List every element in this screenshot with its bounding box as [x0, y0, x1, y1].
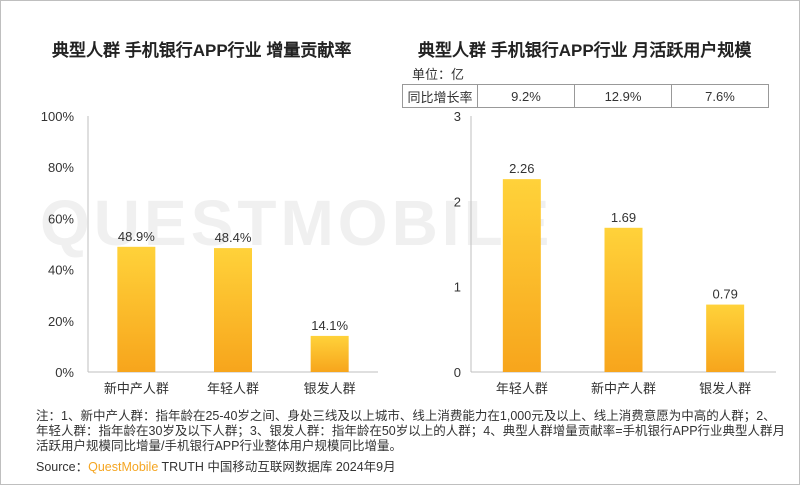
- chart1-y-tick-label: 100%: [41, 109, 75, 124]
- chart1-y-tick-label: 20%: [48, 314, 74, 329]
- chart2-title: 典型人群 手机银行APP行业 月活跃用户规模: [418, 41, 752, 60]
- source-brand: QuestMobile: [88, 460, 159, 474]
- growth-rate-header: 同比增长率: [402, 84, 478, 108]
- chart2-data-label: 2.26: [509, 161, 534, 176]
- chart1-y-tick-label: 80%: [48, 160, 74, 175]
- chart2-category-label: 年轻人群: [496, 381, 548, 396]
- chart1-data-label: 14.1%: [311, 318, 348, 333]
- chart2-y-tick-label: 2: [454, 194, 461, 209]
- growth-rate-silver: 7.6%: [671, 84, 769, 108]
- chart1-category-label: 年轻人群: [207, 381, 259, 396]
- chart2-bar: [502, 179, 541, 372]
- chart2-category-label: 银发人群: [699, 381, 751, 396]
- footnote: 注：1、新中产人群：指年龄在25-40岁之间、身处三线及以上城市、线上消费能力在…: [36, 409, 786, 453]
- source-rest: TRUTH 中国移动互联网数据库 2024年9月: [158, 460, 396, 474]
- chart2-y-tick-label: 0: [454, 365, 461, 380]
- chart2-data-label: 1.69: [611, 210, 636, 225]
- chart2-y-tick-label: 1: [454, 280, 461, 295]
- chart2-bar: [706, 304, 745, 372]
- growth-rate-table: 同比增长率 9.2% 12.9% 7.6%: [402, 84, 769, 108]
- growth-rate-middle-class: 12.9%: [574, 84, 672, 108]
- chart1-bar: [214, 248, 252, 372]
- chart1-y-tick-label: 60%: [48, 211, 74, 226]
- chart1-title: 典型人群 手机银行APP行业 增量贡献率: [52, 41, 352, 60]
- chart1-y-tick-label: 40%: [48, 263, 74, 278]
- chart2-category-label: 新中产人群: [591, 381, 656, 396]
- chart1-y-tick-label: 0%: [55, 365, 74, 380]
- chart2-y-tick-label: 3: [454, 109, 461, 124]
- chart2-bar: [604, 227, 643, 372]
- chart1-category-label: 银发人群: [304, 381, 356, 396]
- chart1-data-label: 48.4%: [215, 230, 252, 245]
- growth-rate-young: 9.2%: [477, 84, 575, 108]
- chart1-data-label: 48.9%: [118, 229, 155, 244]
- source-line: Source：QuestMobile TRUTH 中国移动互联网数据库 2024…: [36, 456, 396, 475]
- source-label: Source：: [36, 460, 89, 474]
- chart1-bar: [117, 246, 156, 372]
- chart2-unit-label: 单位：亿: [412, 67, 465, 82]
- chart1-category-label: 新中产人群: [104, 381, 169, 396]
- chart2-data-label: 0.79: [713, 287, 738, 302]
- chart1-bar: [310, 335, 349, 372]
- growth-rate-row: 同比增长率 9.2% 12.9% 7.6%: [402, 84, 769, 108]
